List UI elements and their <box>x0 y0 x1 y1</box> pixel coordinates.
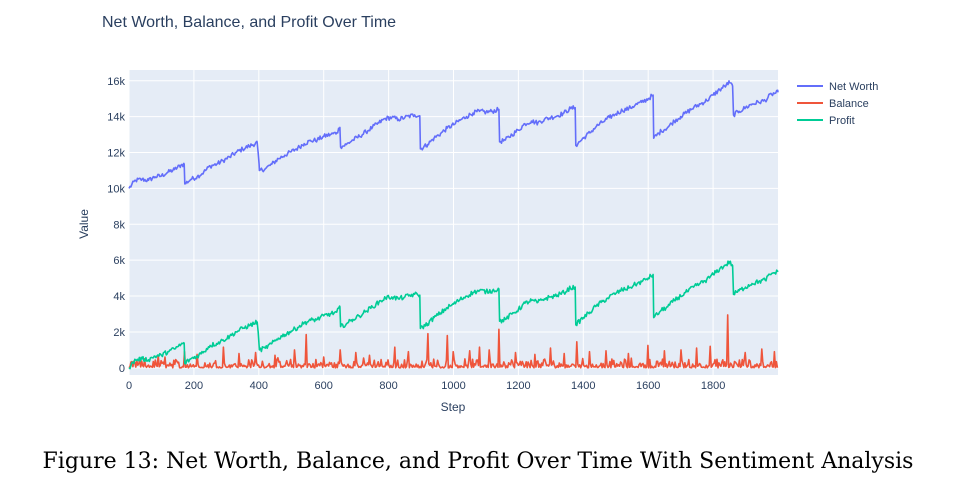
legend-item[interactable]: Profit <box>797 115 855 127</box>
legend-item[interactable]: Net Worth <box>797 81 878 93</box>
series-balance <box>128 314 779 369</box>
x-tick-label: 1400 <box>571 380 595 392</box>
x-tick-label: 600 <box>315 380 333 392</box>
series-line <box>128 314 779 369</box>
y-tick-label: 0 <box>119 363 125 375</box>
y-tick-label: 6k <box>113 255 125 267</box>
chart-title: Net Worth, Balance, and Profit Over Time <box>102 14 396 31</box>
series-line <box>128 80 779 189</box>
x-tick-label: 0 <box>126 380 132 392</box>
x-tick-label: 200 <box>185 380 203 392</box>
y-tick-label: 2k <box>113 327 125 339</box>
y-tick-label: 4k <box>113 291 125 303</box>
y-tick-label: 8k <box>113 219 125 231</box>
grid-lines <box>128 70 778 375</box>
x-tick-label: 1000 <box>441 380 465 392</box>
x-tick-label: 400 <box>250 380 268 392</box>
legend-label: Net Worth <box>829 81 878 93</box>
x-tick-label: 1600 <box>636 380 660 392</box>
legend-label: Balance <box>829 98 869 110</box>
y-tick-label: 10k <box>107 183 125 195</box>
chart-figure: Net Worth, Balance, and Profit Over Time… <box>77 14 878 414</box>
x-tick-label: 1800 <box>701 380 725 392</box>
y-tick-label: 14k <box>107 112 125 124</box>
y-axis-ticks: 0 2k 4k 6k 8k 10k 12k 14k 16k <box>107 76 125 375</box>
x-tick-label: 1200 <box>506 380 530 392</box>
figure-caption: Figure 13: Net Worth, Balance, and Profi… <box>42 449 914 474</box>
legend-label: Profit <box>829 115 855 127</box>
x-axis-title: Step <box>441 400 466 414</box>
series-line <box>128 260 779 370</box>
x-tick-label: 800 <box>379 380 397 392</box>
x-axis-ticks: 0 200 400 600 800 1000 1200 1400 1600 1800 <box>126 380 725 392</box>
series-profit <box>128 260 779 370</box>
series-layer <box>128 80 779 370</box>
series-net-worth <box>128 80 779 189</box>
y-tick-label: 16k <box>107 76 125 88</box>
y-axis-title: Value <box>77 209 91 239</box>
legend-item[interactable]: Balance <box>797 98 869 110</box>
y-tick-label: 12k <box>107 148 125 160</box>
legend[interactable]: Net Worth Balance Profit <box>797 81 878 127</box>
